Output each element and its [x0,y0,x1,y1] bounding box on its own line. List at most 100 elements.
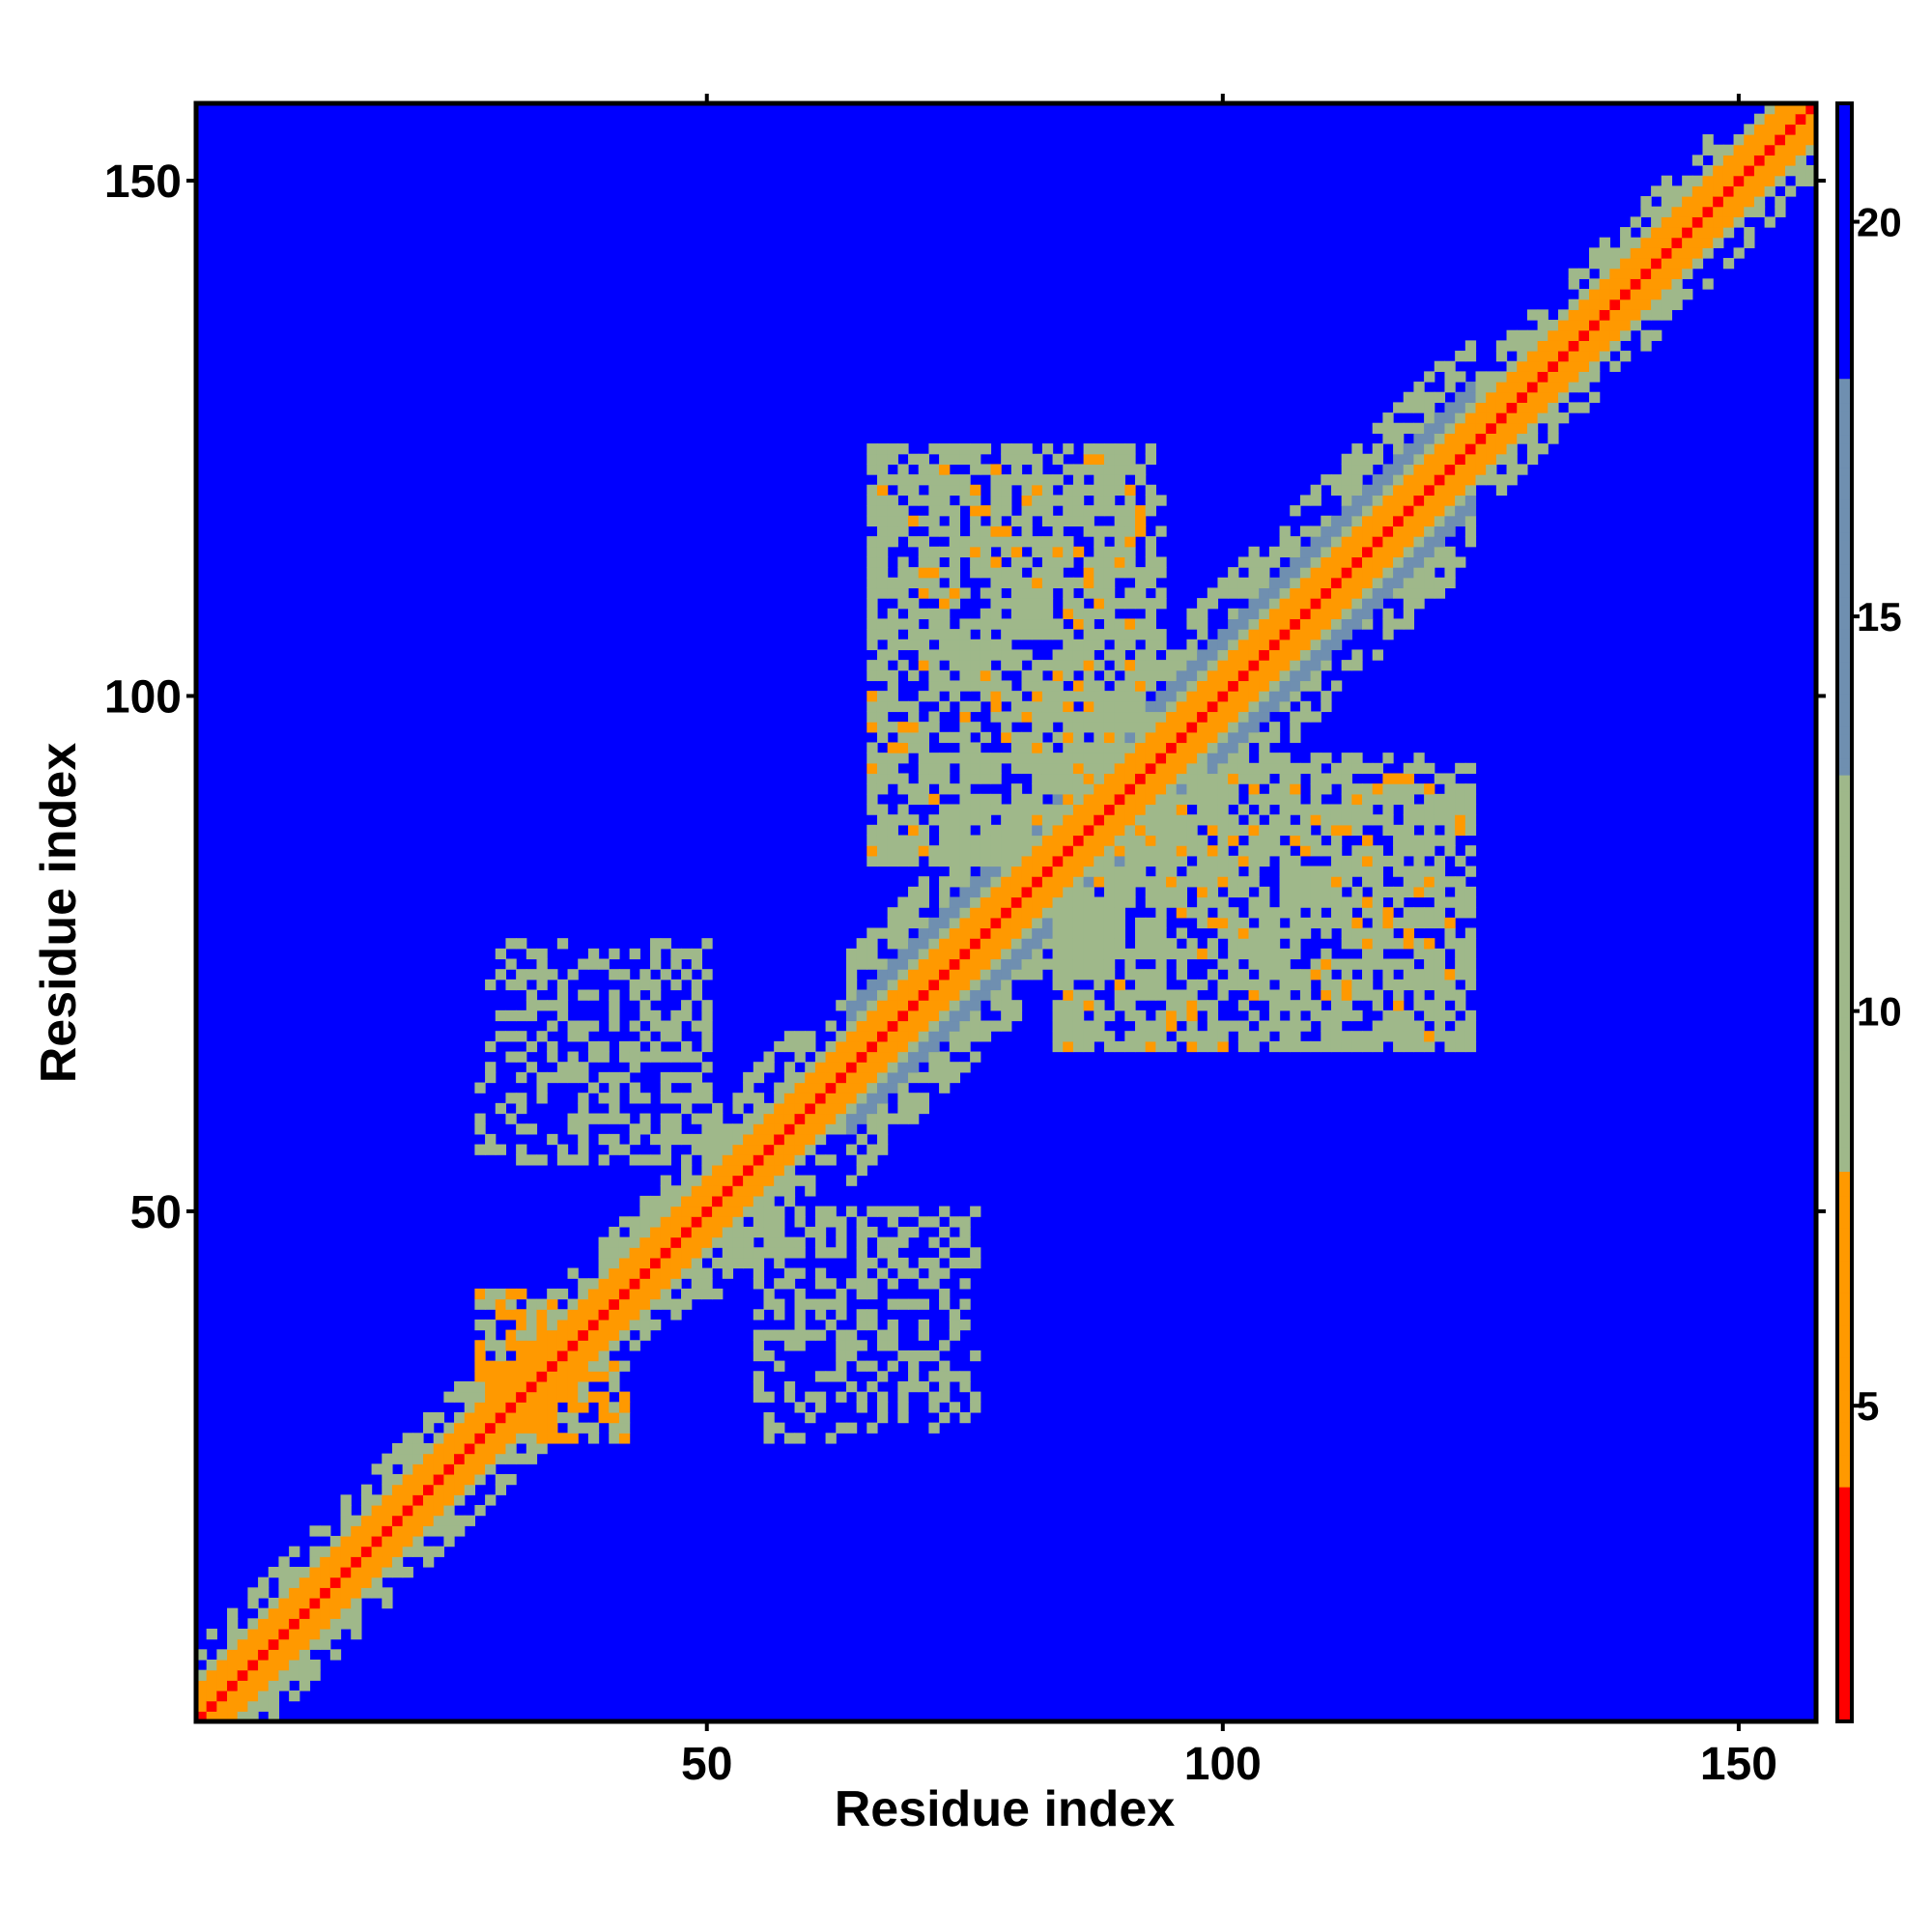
heatmap-cell [691,1236,702,1248]
heatmap-cell [1279,536,1291,548]
heatmap-cell [1299,567,1312,579]
heatmap-cell [1310,835,1321,846]
heatmap-cell [814,1371,827,1382]
heatmap-cell [867,587,878,599]
colorbar-segment [1837,1268,1852,1277]
heatmap-cell [474,1082,486,1094]
heatmap-cell [1691,155,1704,166]
heatmap-cell [774,1082,785,1094]
heatmap-cell [1351,474,1363,486]
heatmap-cell [1103,907,1116,919]
heatmap-cell [1094,608,1105,620]
heatmap-cell [1434,855,1446,867]
heatmap-cell [464,1484,475,1495]
heatmap-cell [722,1257,734,1269]
heatmap-cell [1341,824,1352,837]
colorbar-segment [1837,1592,1852,1601]
heatmap-cell [949,691,961,702]
heatmap-cell [1372,577,1383,589]
heatmap-cell [1424,474,1435,486]
heatmap-cell [1259,773,1270,784]
heatmap-cell [1279,886,1291,898]
heatmap-cell [1166,1000,1178,1011]
heatmap-cell [1630,309,1642,321]
heatmap-cell [1290,762,1301,775]
heatmap-cell [1155,1020,1167,1032]
heatmap-cell [712,1113,724,1124]
heatmap-cell [939,1411,951,1424]
heatmap-cell [887,639,898,651]
heatmap-cell [268,1690,280,1702]
heatmap-cell [1124,762,1136,775]
heatmap-cell [1403,886,1415,898]
heatmap-cell [783,1102,796,1115]
heatmap-cell [732,1236,744,1248]
heatmap-cell [908,629,920,640]
heatmap-cell [1609,247,1621,259]
heatmap-cell [1228,742,1239,753]
colorbar-segment [1837,516,1852,525]
heatmap-cell [1103,577,1116,589]
heatmap-cell [722,1206,734,1217]
heatmap-cell [1413,546,1425,558]
heatmap-cell [516,1329,527,1341]
heatmap-cell [1733,155,1745,166]
heatmap-cell [1114,1040,1125,1053]
heatmap-cell [867,793,878,806]
heatmap-cell [701,1082,713,1094]
heatmap-cell [959,753,971,764]
heatmap-cell [763,1226,775,1238]
heatmap-cell [876,1402,889,1413]
heatmap-cell [1455,453,1466,466]
heatmap-cell [1083,556,1094,568]
heatmap-cell [1661,196,1673,208]
heatmap-cell [1135,814,1147,826]
heatmap-cell [1744,144,1755,156]
heatmap-cell [1228,886,1239,898]
heatmap-cell [1176,731,1188,744]
heatmap-cell [897,1051,909,1063]
heatmap-cell [1114,979,1125,991]
heatmap-cell [526,1319,538,1331]
heatmap-cell [1063,443,1074,455]
heatmap-cell [237,1669,249,1681]
heatmap-cell [1321,598,1332,610]
heatmap-cell [660,1093,671,1104]
heatmap-cell [505,1288,517,1300]
heatmap-cell [1640,340,1652,352]
heatmap-cell [1103,896,1116,908]
heatmap-cell [1321,536,1332,548]
heatmap-cell [639,969,651,980]
heatmap-cell [505,1391,517,1403]
heatmap-cell [1063,958,1074,970]
heatmap-cell [928,577,940,589]
heatmap-cell [1063,546,1074,558]
heatmap-cell [1640,268,1652,279]
heatmap-cell [1475,391,1487,403]
heatmap-cell [774,1123,785,1135]
heatmap-cell [1135,660,1147,671]
heatmap-cell [402,1515,413,1526]
heatmap-cell [1517,402,1528,413]
heatmap-cell [1413,577,1425,589]
heatmap-cell [298,1669,311,1681]
heatmap-cell [949,1009,961,1022]
colorbar-segment [1837,224,1852,234]
heatmap-cell [1103,938,1116,950]
heatmap-cell [1495,351,1508,362]
heatmap-cell [1362,453,1374,466]
heatmap-cell [1217,917,1229,929]
heatmap-cell [794,1298,806,1310]
heatmap-cell [289,1577,300,1588]
heatmap-cell [1268,824,1281,837]
heatmap-cell [1155,886,1167,898]
colorbar-segment [1837,1017,1852,1027]
heatmap-cell [670,1113,682,1124]
heatmap-cell [1268,948,1281,960]
heatmap-cell [805,1133,816,1146]
heatmap-cell [918,1000,929,1011]
heatmap-cell [691,1206,702,1217]
heatmap-cell [959,824,971,837]
heatmap-cell [1548,412,1559,424]
heatmap-cell [1135,700,1147,713]
